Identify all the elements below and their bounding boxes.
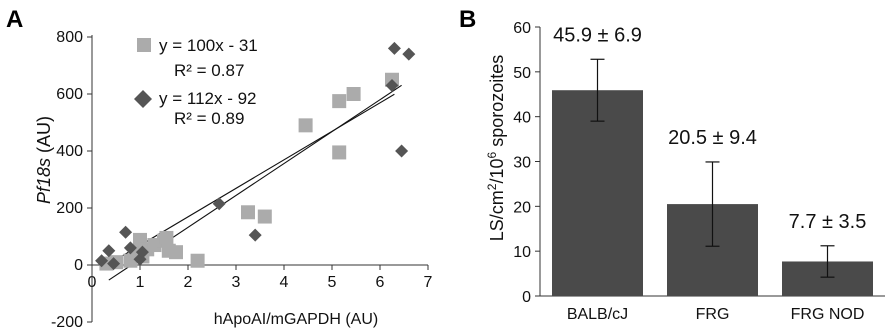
category-label: FRG [696,306,730,323]
y-axis-label-part: sporozoites [487,55,507,152]
x-tick-label: 5 [328,274,337,291]
bars [552,90,873,296]
diamond-point [133,252,147,266]
bar-value-label: 20.5 ± 9.4 [668,127,757,149]
y-tick-label: 50 [513,65,531,82]
panel-label-b: B [459,6,476,33]
diamond-point [123,241,137,255]
legend-equation-2: y = 112x - 92 [159,89,257,108]
square-point [257,209,272,224]
y-axis-label: LS/cm2/106 sporozoites [485,55,507,241]
diamond-point [212,197,226,211]
y-tick-label: 800 [56,29,83,46]
y-axis-label-part: /10 [487,159,507,184]
x-tick-label: 1 [136,274,145,291]
diamond-point [395,144,409,158]
y-tick-label: 20 [513,199,531,216]
square-point [298,118,313,133]
bar-value-label: 7.7 ± 3.5 [789,211,867,233]
y-tick-label: -200 [51,314,83,331]
y-tick-labels: 0 10 20 30 40 50 60 [513,20,531,306]
y-tick-labels: -200 0 200 400 600 800 [51,29,83,331]
x-tick-label: 4 [280,274,289,291]
y-axis-label: Pf18s (AU) [34,116,54,204]
y-axis-label-unit: (AU) [34,116,54,158]
category-labels: BALB/cJ FRG FRG NOD [567,306,865,323]
x-tick-label: 2 [184,274,193,291]
bar-value-labels: 45.9 ± 6.9 20.5 ± 9.4 7.7 ± 3.5 [553,24,866,233]
square-point [332,94,347,109]
legend-square-marker [137,38,151,52]
y-axis-label-superscript: 2 [485,183,499,190]
square-point [190,253,205,268]
square-point [159,230,174,245]
x-tick-label: 3 [232,274,241,291]
y-tick-label: 200 [56,200,83,217]
legend-equation-1: y = 100x - 31 [159,36,258,55]
y-tick-label: 10 [513,244,531,261]
y-tick-label: 600 [56,86,83,103]
y-axis-label-part: LS/cm [487,190,507,241]
y-tick-label: 0 [522,289,531,306]
y-tick-label: 400 [56,143,83,160]
diamond-point [95,254,109,268]
diamond-point [387,41,401,55]
x-tick-label: 6 [376,274,385,291]
square-point [169,245,183,260]
y-tick-label: 0 [74,257,83,274]
y-axis-label-superscript: 6 [485,152,499,159]
axes [87,35,429,323]
diamond-point [402,47,416,61]
diamond-point [248,228,262,242]
category-label: FRG NOD [791,306,865,323]
bar-panel: B 0 10 20 30 40 50 60 45.9 ± 6.9 20.5 ± 9.4 7.7 … [459,6,885,323]
y-axis-label-italic: Pf18s [34,158,54,204]
legend-r2-2: R² = 0.89 [174,109,244,128]
category-label: BALB/cJ [567,306,628,323]
diamond-point [135,245,149,259]
diamond-point [107,257,121,271]
square-point [332,145,347,160]
legend-r2-1: R² = 0.87 [174,61,244,80]
x-tick-label: 7 [424,274,433,291]
x-axis-label: hApoAI/mGAPDH (AU) [214,311,378,328]
legend: y = 100x - 31 R² = 0.87 y = 112x - 92 R²… [134,36,258,128]
bar-value-label: 45.9 ± 6.9 [553,24,642,46]
legend-diamond-marker [134,90,152,108]
data-points [95,41,416,271]
diamond-point [119,225,133,239]
error-bars [590,58,835,278]
square-point [241,205,255,220]
bar-balb-cj [552,90,643,296]
diamond-point [102,244,116,258]
y-tick-label: 40 [513,110,531,127]
diamond-point [385,78,399,92]
panel-label-a: A [6,6,23,33]
y-tick-label: 30 [513,155,531,172]
y-tick-label: 60 [513,20,531,37]
square-point [346,87,361,101]
